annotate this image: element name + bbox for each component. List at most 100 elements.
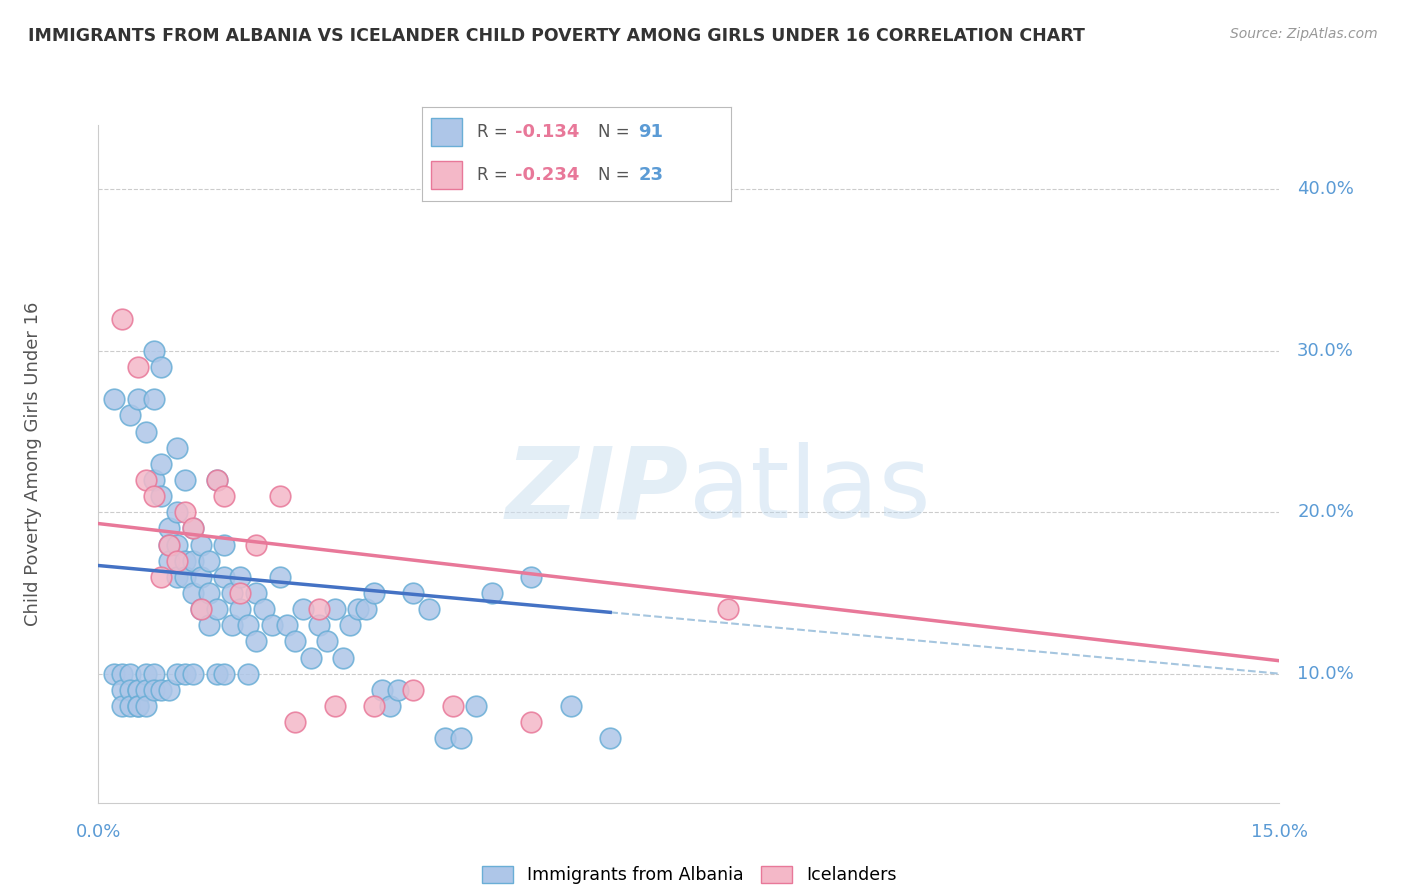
Text: IMMIGRANTS FROM ALBANIA VS ICELANDER CHILD POVERTY AMONG GIRLS UNDER 16 CORRELAT: IMMIGRANTS FROM ALBANIA VS ICELANDER CHI… <box>28 27 1085 45</box>
Point <box>418 602 440 616</box>
Point <box>135 425 157 439</box>
Point <box>197 554 219 568</box>
Point <box>323 698 346 713</box>
Point <box>214 666 236 681</box>
Point <box>315 634 337 648</box>
Point <box>214 570 236 584</box>
Point <box>292 602 315 616</box>
Point <box>205 473 228 487</box>
Point <box>150 682 173 697</box>
Point <box>157 682 180 697</box>
Text: atlas: atlas <box>689 442 931 540</box>
Point <box>181 521 204 535</box>
Point <box>236 666 259 681</box>
Point <box>197 586 219 600</box>
Point <box>111 666 134 681</box>
Point <box>450 731 472 746</box>
Point <box>111 682 134 697</box>
Point <box>127 698 149 713</box>
Point <box>363 698 385 713</box>
Point <box>111 698 134 713</box>
Text: Child Poverty Among Girls Under 16: Child Poverty Among Girls Under 16 <box>24 301 42 626</box>
Point <box>142 473 165 487</box>
Point <box>142 392 165 407</box>
Point <box>221 586 243 600</box>
Point <box>166 666 188 681</box>
Point <box>229 570 252 584</box>
Point <box>135 682 157 697</box>
Point <box>118 666 141 681</box>
Point <box>127 392 149 407</box>
Point <box>181 586 204 600</box>
Text: ZIP: ZIP <box>506 442 689 540</box>
Point <box>157 537 180 551</box>
Point <box>127 682 149 697</box>
Point <box>166 570 188 584</box>
Point <box>142 666 165 681</box>
Point <box>157 554 180 568</box>
Point <box>174 554 197 568</box>
Point <box>190 602 212 616</box>
Point <box>269 489 291 503</box>
Point <box>260 618 283 632</box>
Text: 40.0%: 40.0% <box>1298 180 1354 198</box>
Point <box>520 715 543 730</box>
Point <box>181 666 204 681</box>
Point <box>118 409 141 423</box>
Point <box>354 602 377 616</box>
Point <box>205 666 228 681</box>
Point <box>284 634 307 648</box>
Point <box>135 698 157 713</box>
Point <box>520 570 543 584</box>
Point <box>433 731 456 746</box>
Point <box>166 554 188 568</box>
FancyBboxPatch shape <box>432 161 463 189</box>
Legend: Immigrants from Albania, Icelanders: Immigrants from Albania, Icelanders <box>475 859 903 891</box>
Point <box>111 311 134 326</box>
Point <box>323 602 346 616</box>
Point <box>190 602 212 616</box>
Point <box>103 666 125 681</box>
Point <box>560 698 582 713</box>
Text: 15.0%: 15.0% <box>1251 823 1308 841</box>
Point <box>245 586 267 600</box>
Point <box>157 521 180 535</box>
Point <box>150 489 173 503</box>
Point <box>205 473 228 487</box>
Point <box>150 457 173 471</box>
Point <box>332 650 354 665</box>
Point <box>127 682 149 697</box>
Text: 30.0%: 30.0% <box>1298 342 1354 359</box>
Point <box>339 618 361 632</box>
Point <box>308 618 330 632</box>
Point <box>174 505 197 519</box>
Text: -0.234: -0.234 <box>515 167 579 185</box>
Point <box>174 570 197 584</box>
Point <box>221 618 243 632</box>
Point <box>276 618 298 632</box>
Point <box>253 602 276 616</box>
Point <box>142 489 165 503</box>
Point <box>347 602 370 616</box>
Point <box>205 602 228 616</box>
Point <box>229 602 252 616</box>
Point <box>245 537 267 551</box>
Point <box>135 666 157 681</box>
Point <box>174 666 197 681</box>
Point <box>166 505 188 519</box>
Text: 10.0%: 10.0% <box>1298 665 1354 682</box>
Point <box>166 537 188 551</box>
Point <box>118 682 141 697</box>
Text: N =: N = <box>598 167 636 185</box>
Point <box>150 359 173 374</box>
Point <box>299 650 322 665</box>
Point <box>481 586 503 600</box>
Point <box>214 489 236 503</box>
Point <box>229 586 252 600</box>
Point <box>269 570 291 584</box>
Point <box>174 473 197 487</box>
Point <box>190 570 212 584</box>
Point <box>717 602 740 616</box>
Point <box>284 715 307 730</box>
Point <box>308 602 330 616</box>
